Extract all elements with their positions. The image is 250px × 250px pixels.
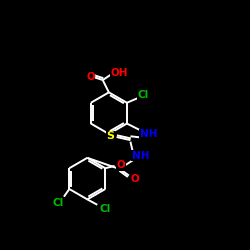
Text: O: O	[116, 160, 125, 170]
Text: Cl: Cl	[52, 198, 64, 208]
Text: S: S	[106, 131, 114, 141]
Text: Cl: Cl	[100, 204, 111, 214]
Text: NH: NH	[140, 129, 157, 139]
Text: O: O	[131, 174, 140, 184]
Text: O: O	[86, 72, 95, 82]
Text: NH: NH	[132, 150, 149, 160]
Text: Cl: Cl	[138, 90, 149, 100]
Text: OH: OH	[110, 68, 128, 78]
